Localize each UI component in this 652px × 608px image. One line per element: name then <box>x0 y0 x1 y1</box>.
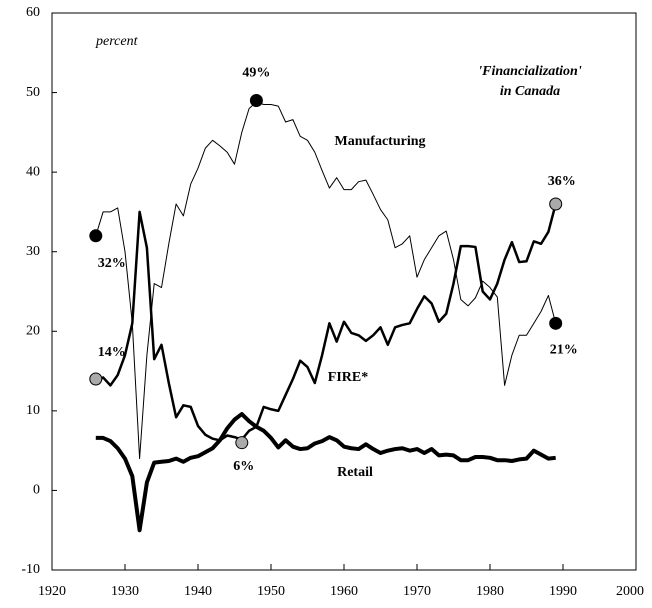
x-tick-label: 1970 <box>403 584 431 599</box>
y-tick-label: 20 <box>26 324 40 339</box>
series-label: Retail <box>337 465 373 480</box>
annotation-label: 32% <box>98 256 126 271</box>
x-tick-label: 1930 <box>111 584 139 599</box>
x-tick-label: 2000 <box>616 584 644 599</box>
y-tick-label: 50 <box>26 85 40 100</box>
x-tick-label: 1920 <box>38 584 66 599</box>
annotation-marker <box>235 436 249 450</box>
x-tick-label: 1940 <box>184 584 212 599</box>
y-tick-label: 40 <box>26 164 40 179</box>
series-label: FIRE* <box>328 370 368 385</box>
x-tick-label: 1990 <box>549 584 577 599</box>
series-line <box>95 101 557 460</box>
annotation-marker <box>549 197 563 211</box>
y-tick-label: -10 <box>21 562 40 577</box>
annotation-label: 49% <box>242 66 270 81</box>
annotation-label: 14% <box>98 345 126 360</box>
annotation-marker <box>249 94 263 108</box>
x-tick-label: 1960 <box>330 584 358 599</box>
chart-title: 'Financialization' <box>478 64 582 79</box>
x-tick-label: 1980 <box>476 584 504 599</box>
annotation-label: 6% <box>233 459 254 474</box>
series-label: Manufacturing <box>335 134 426 149</box>
series-line <box>95 412 556 533</box>
annotation-marker <box>89 229 103 243</box>
y-axis-label: percent <box>95 34 139 49</box>
y-tick-label: 10 <box>26 403 40 418</box>
annotation-label: 36% <box>548 174 576 189</box>
y-tick-label: 60 <box>26 5 40 20</box>
y-tick-label: 0 <box>33 483 40 498</box>
x-tick-label: 1950 <box>257 584 285 599</box>
annotation-marker <box>549 316 563 330</box>
annotation-marker <box>89 372 103 386</box>
chart-subtitle: in Canada <box>500 84 560 99</box>
annotation-label: 21% <box>550 343 578 358</box>
y-tick-label: 30 <box>26 244 40 259</box>
series-line <box>95 203 557 442</box>
